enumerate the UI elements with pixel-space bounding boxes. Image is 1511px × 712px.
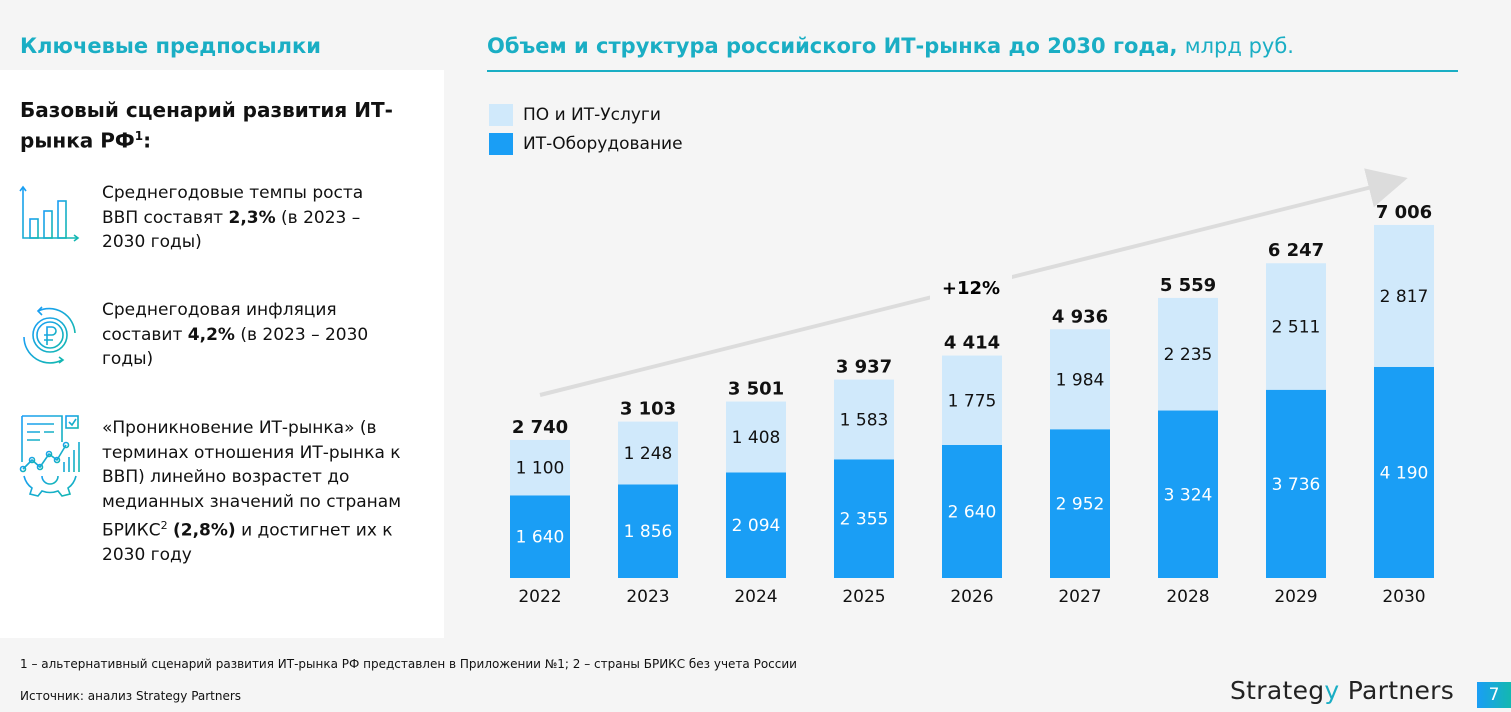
- assumption-inflation: Среднегодовая инфляция составит 4,2% (в …: [102, 298, 402, 372]
- bar-segment: [618, 421, 678, 485]
- bar-segment: [1374, 366, 1434, 578]
- x-tick-label: 2025: [842, 587, 885, 607]
- gdp-period: (в 2023 – 2030 годы): [102, 207, 361, 253]
- cagr-annotation: +12%: [942, 278, 1000, 299]
- data-label: 1 984: [1056, 370, 1105, 390]
- strategy-partners-logo: Strategy Partners: [1230, 676, 1454, 705]
- panel-title-text: Базовый сценарий развития ИТ-рынка РФ: [20, 98, 393, 153]
- data-label: 1 248: [624, 444, 673, 464]
- penetration-text: «Проникновение ИТ-рынка» (в терминах отн…: [102, 418, 402, 541]
- x-tick-label: 2029: [1274, 587, 1317, 607]
- logo-text: Strateg: [1230, 676, 1325, 705]
- data-label: 3 324: [1164, 485, 1213, 505]
- footnote: 1 – альтернативный сценарий развития ИТ-…: [20, 657, 797, 671]
- x-tick-label: 2024: [734, 587, 777, 607]
- annotation-bg: [930, 272, 1012, 300]
- assumption-penetration: «Проникновение ИТ-рынка» (в терминах отн…: [102, 416, 422, 568]
- bar-segment: [1050, 329, 1110, 430]
- inflation-period: (в 2023 – 2030 годы): [102, 324, 369, 370]
- data-label: 1 408: [732, 428, 781, 448]
- legend-item-hardware: ИТ-Оборудование: [489, 133, 683, 155]
- assumptions-panel: [0, 70, 444, 638]
- x-tick-label: 2023: [626, 587, 669, 607]
- total-label: 3 501: [728, 379, 784, 400]
- bar-segment: [510, 495, 570, 578]
- source: Источник: анализ Strategy Partners: [20, 689, 242, 703]
- chart-title: Объем и структура российского ИТ-рынка д…: [487, 34, 1294, 58]
- x-tick-label: 2028: [1166, 587, 1209, 607]
- footnote-ref: 2: [160, 519, 168, 532]
- analytics-gear-icon: [19, 415, 80, 497]
- total-label: 2 740: [512, 417, 568, 438]
- bar-segment: [618, 484, 678, 578]
- gdp-text: Среднегодовые темпы роста ВВП составят: [102, 183, 364, 228]
- x-tick-label: 2022: [518, 587, 561, 607]
- panel-title: Базовый сценарий развития ИТ-рынка РФ1:: [20, 97, 420, 154]
- ruble-cycle-icon: [23, 306, 76, 364]
- total-label: 3 937: [836, 357, 892, 378]
- chart-title-text: Объем и структура российского ИТ-рынка д…: [487, 34, 1178, 58]
- data-label: 2 817: [1380, 287, 1429, 307]
- bar-segment: [510, 439, 570, 496]
- legend-swatch-dark: [489, 133, 513, 155]
- bar-chart-icon: [19, 185, 80, 242]
- data-label: 1 856: [624, 522, 673, 542]
- data-label: 3 736: [1272, 475, 1321, 495]
- inflation-text: Среднегодовая инфляция составит: [102, 300, 337, 345]
- total-label: 5 559: [1160, 275, 1216, 296]
- data-label: 1 583: [840, 410, 889, 430]
- bar-segment: [1266, 389, 1326, 578]
- bar-segment: [834, 459, 894, 578]
- data-label: 2 235: [1164, 345, 1213, 365]
- total-label: 6 247: [1268, 240, 1324, 261]
- bar-segment: [1266, 263, 1326, 390]
- total-label: 4 414: [944, 333, 1000, 354]
- legend-swatch-light: [489, 104, 513, 126]
- bar-segment: [942, 444, 1002, 578]
- x-tick-label: 2026: [950, 587, 993, 607]
- assumption-gdp: Среднегодовые темпы роста ВВП составят 2…: [102, 181, 402, 255]
- bar-segment: [726, 401, 786, 473]
- chart-title-unit: млрд руб.: [1184, 34, 1294, 58]
- bar-segment: [1158, 297, 1218, 411]
- data-label: 2 355: [840, 510, 889, 530]
- data-label: 2 952: [1056, 495, 1105, 515]
- legend-label: ПО и ИТ-Услуги: [523, 105, 661, 125]
- inflation-value: 4,2%: [187, 324, 235, 345]
- total-label: 7 006: [1376, 202, 1432, 223]
- bar-segment: [942, 355, 1002, 445]
- penetration-value: (2,8%): [172, 520, 236, 541]
- section-heading-left: Ключевые предпосылки: [20, 34, 321, 58]
- total-label: 4 936: [1052, 306, 1108, 327]
- data-label: 2 094: [732, 516, 781, 536]
- page-number: 7: [1477, 682, 1511, 708]
- bar-segment: [1158, 410, 1218, 578]
- penetration-end: и достигнет их к 2030 году: [102, 520, 393, 566]
- data-label: 1 775: [948, 391, 997, 411]
- x-tick-label: 2027: [1058, 587, 1101, 607]
- data-label: 1 640: [516, 528, 565, 548]
- gdp-value: 2,3%: [228, 207, 276, 228]
- logo-text-2: Partners: [1339, 676, 1455, 705]
- data-label: 2 511: [1272, 318, 1321, 338]
- total-label: 3 103: [620, 399, 676, 420]
- footnote-ref: 1: [134, 129, 144, 143]
- legend-label: ИТ-Оборудование: [523, 134, 683, 154]
- x-tick-label: 2030: [1382, 587, 1425, 607]
- title-rule: [487, 70, 1458, 72]
- bar-segment: [834, 379, 894, 460]
- data-label: 1 100: [516, 459, 565, 479]
- bar-segment: [726, 472, 786, 578]
- logo-accent: y: [1324, 676, 1340, 705]
- bar-segment: [1374, 224, 1434, 367]
- panel-title-colon: :: [143, 128, 152, 153]
- bar-segment: [1050, 429, 1110, 578]
- legend-item-software: ПО и ИТ-Услуги: [489, 104, 661, 126]
- data-label: 2 640: [948, 502, 997, 522]
- data-label: 4 190: [1380, 463, 1429, 483]
